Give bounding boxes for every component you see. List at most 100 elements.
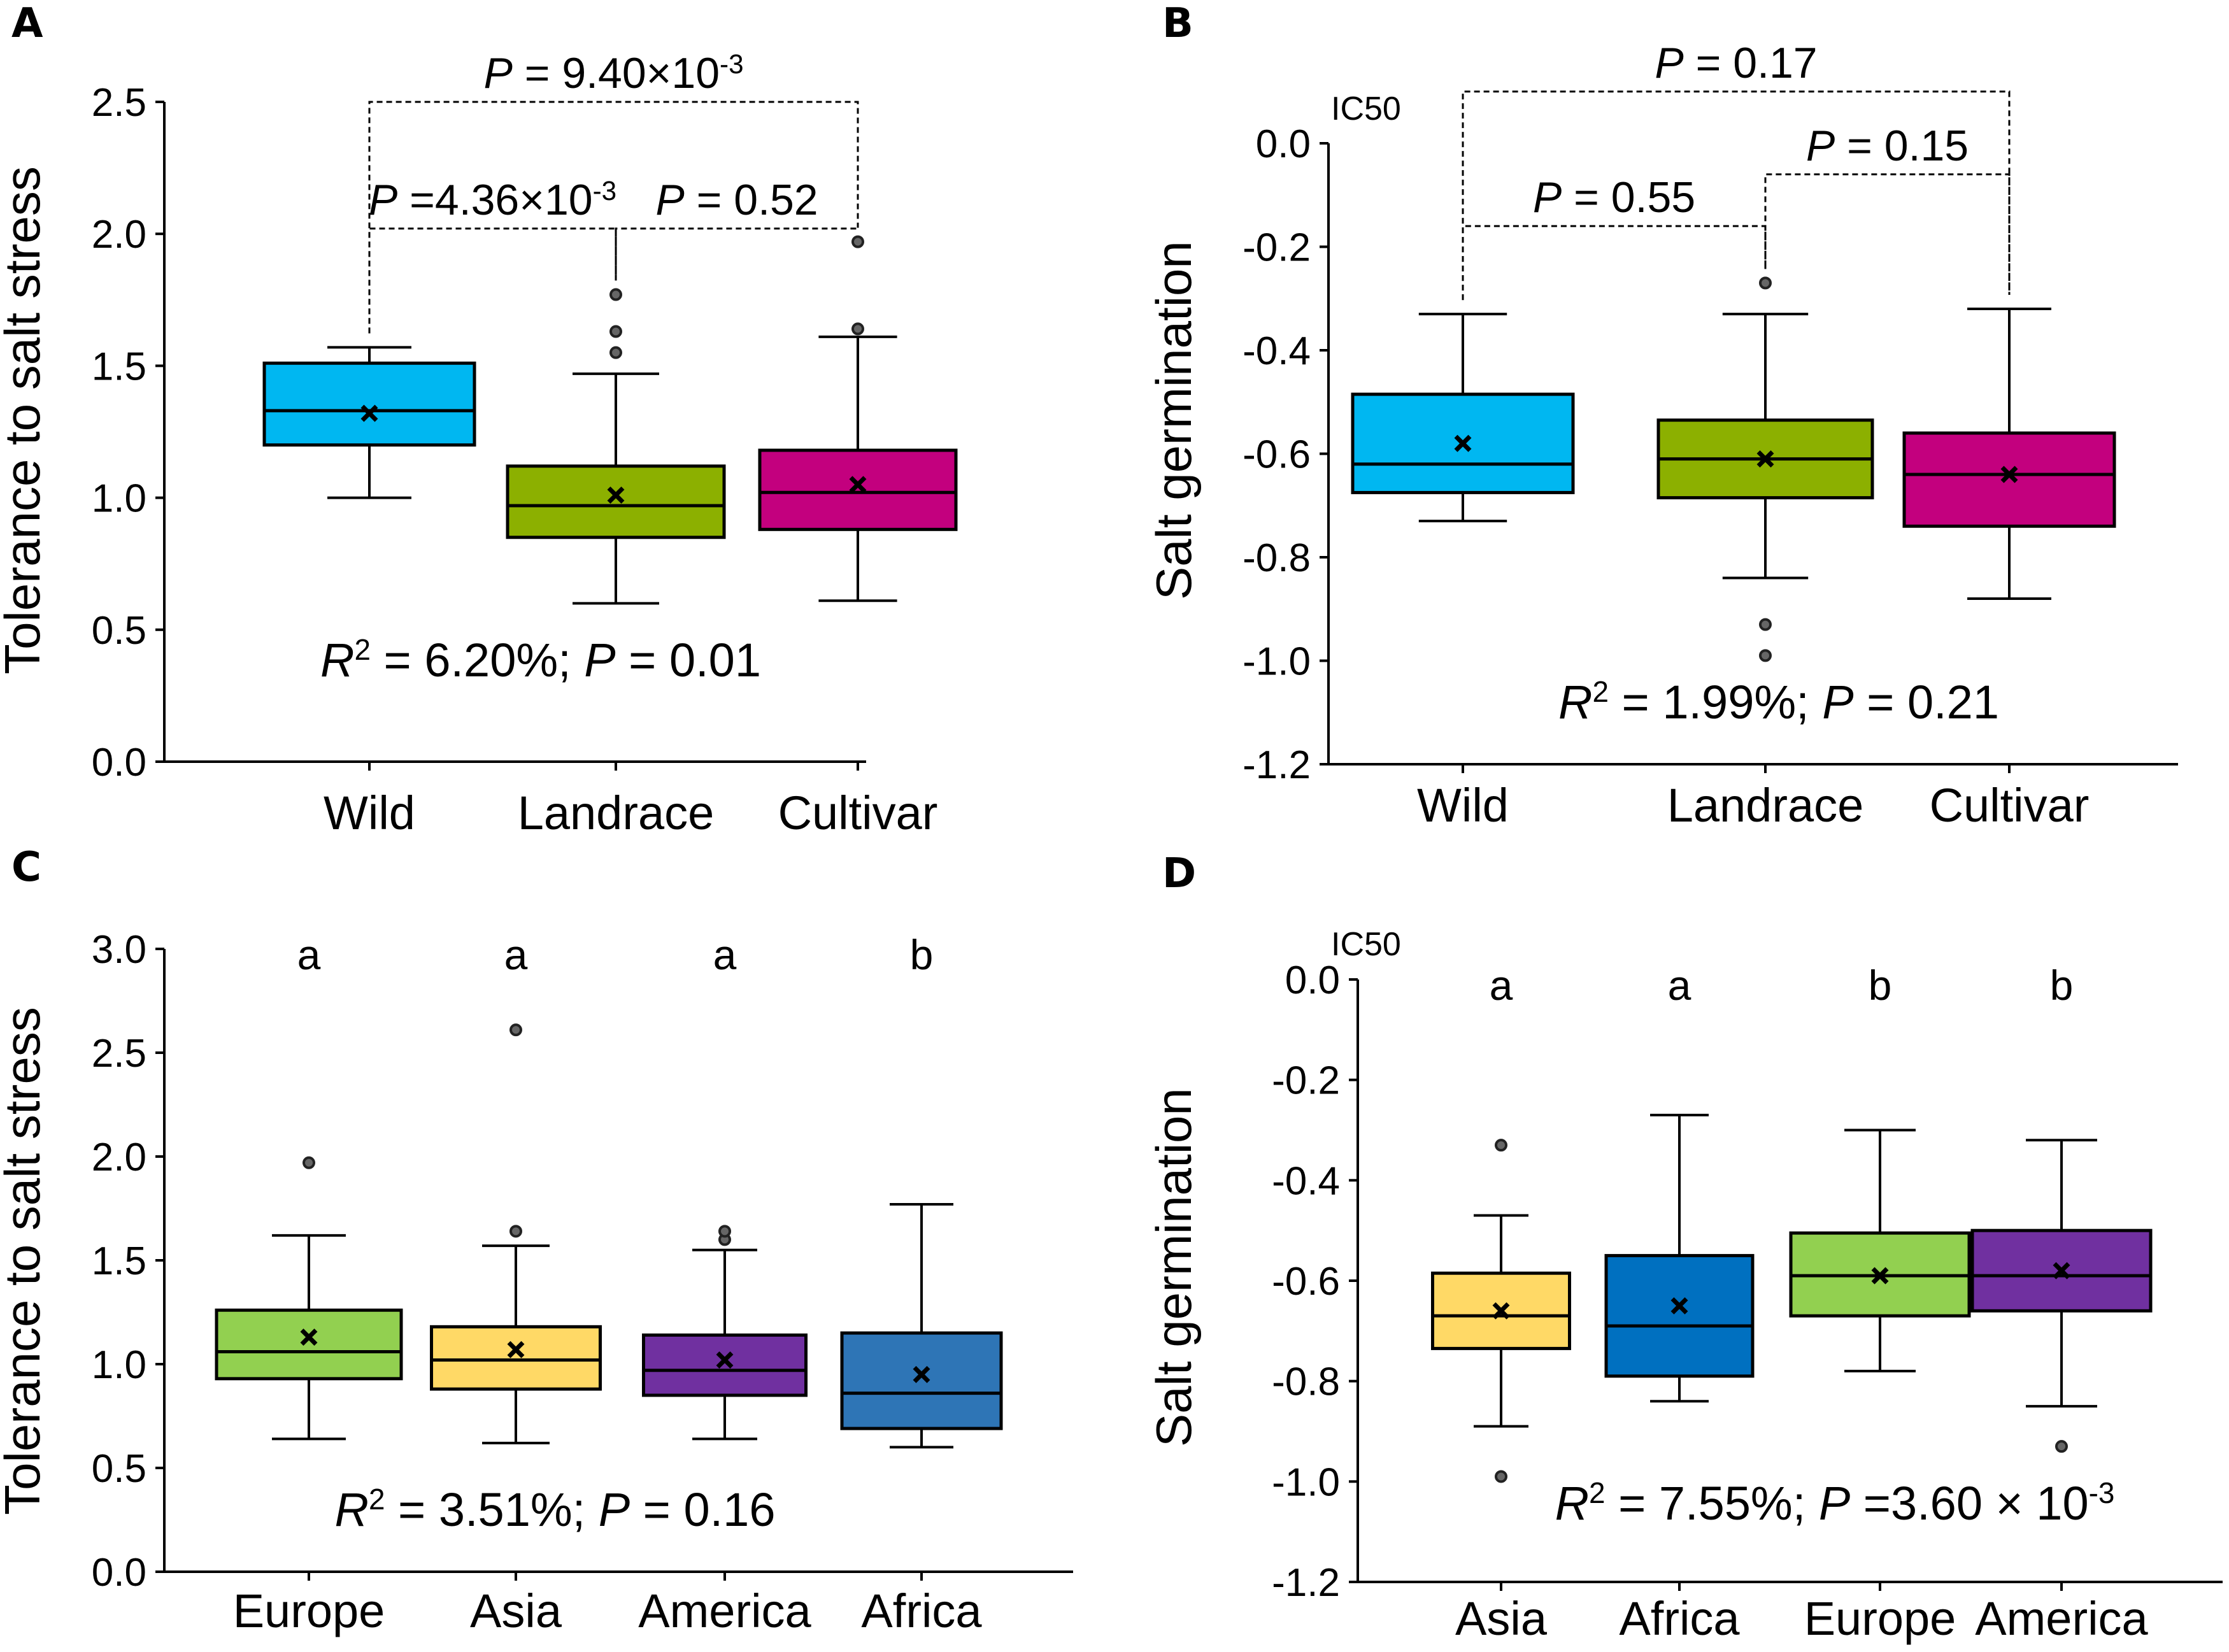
y-tick-label: -0.8 <box>1272 1360 1340 1404</box>
outlier-point <box>1495 1470 1507 1483</box>
label-part: = 0.01 <box>616 634 761 687</box>
y-tick-label: 2.5 <box>92 81 146 125</box>
x-category-label: Cultivar <box>1930 779 2090 832</box>
box-wild <box>262 346 476 499</box>
comparison-label: P = 0.52 <box>655 176 818 224</box>
x-category-label: Africa <box>1619 1592 1740 1645</box>
mean-marker <box>2000 466 2018 483</box>
label-part: P <box>1819 1477 1850 1530</box>
group-letter: a <box>1668 962 1691 1009</box>
group-letter: b <box>910 931 934 978</box>
y-tick-label: -0.6 <box>1243 433 1311 477</box>
comparison-bracket <box>1764 173 2011 295</box>
group-letter: a <box>713 931 737 978</box>
panel-label: B <box>1162 0 1193 47</box>
group-letter: a <box>504 931 528 978</box>
x-category-label: Cultivar <box>778 787 938 839</box>
label-part: = 0.16 <box>630 1483 775 1536</box>
iqr-box <box>1902 431 2116 528</box>
label-part: R <box>320 634 354 687</box>
x-category-label: Africa <box>861 1584 982 1637</box>
mean-marker <box>607 486 625 504</box>
box-africa <box>840 1202 1003 1449</box>
label-part: = 0.15 <box>1835 122 1969 170</box>
mean-marker <box>913 1365 930 1383</box>
unit-label: IC50 <box>1331 926 1401 963</box>
label-part: -3 <box>593 175 616 205</box>
y-tick-label: 0.5 <box>92 609 146 653</box>
iqr-box <box>840 1331 1003 1430</box>
mean-marker <box>1454 434 1472 452</box>
outlier-point <box>851 235 864 248</box>
stat-annotation: R2 = 6.20%; P = 0.01 <box>320 633 761 687</box>
comparison-bracket <box>368 227 617 334</box>
mean-marker <box>2053 1262 2070 1279</box>
y-tick-label: 1.0 <box>92 1343 146 1387</box>
label-part: P <box>1806 122 1835 170</box>
y-tick-label: 2.5 <box>92 1032 146 1076</box>
iqr-box <box>430 1325 602 1391</box>
outlier-point <box>609 288 622 301</box>
y-tick-label: 1.5 <box>92 1239 146 1283</box>
box-asia <box>430 1023 602 1444</box>
label-part: R <box>335 1483 369 1536</box>
y-tick-label: 0.0 <box>92 741 146 785</box>
box-america <box>642 1225 808 1441</box>
y-tick-label: -0.4 <box>1272 1159 1340 1203</box>
stat-annotation: R2 = 3.51%; P = 0.16 <box>335 1483 776 1536</box>
stat-annotation: R2 = 1.99%; P = 0.21 <box>1558 675 1999 729</box>
y-tick-label: 0.0 <box>1256 122 1311 166</box>
mean-marker <box>1670 1297 1688 1314</box>
panel-c: C 0.0 0.5 1.0 1.5 2.0 2.5 3.0 Tolerance to salt … <box>0 844 1073 1637</box>
outlier-point <box>509 1023 522 1037</box>
mean-marker <box>1492 1302 1510 1320</box>
y-tick-label: -0.8 <box>1243 536 1311 580</box>
outlier-point <box>2055 1440 2068 1453</box>
iqr-box <box>506 464 726 539</box>
outlier-point <box>1759 276 1772 290</box>
y-tick-label: 0.0 <box>92 1551 146 1595</box>
mean-marker <box>849 476 867 494</box>
x-category-label: Wild <box>324 787 415 839</box>
outlier-point <box>303 1156 315 1169</box>
label-part: =3.60 × 10 <box>1850 1477 2088 1530</box>
y-tick-label: 2.0 <box>92 1136 146 1179</box>
label-part: 2 <box>369 1483 385 1516</box>
mean-marker <box>507 1341 525 1358</box>
y-tick-label: -1.2 <box>1243 743 1311 787</box>
label-part: = 1.99%; <box>1609 676 1822 729</box>
label-part: P <box>1533 173 1562 222</box>
label-part: = 0.17 <box>1684 39 1818 87</box>
outlier-point <box>1759 618 1772 631</box>
label-part: P <box>599 1483 630 1536</box>
y-tick-label: 2.0 <box>92 213 146 257</box>
box-wild <box>1351 313 1575 523</box>
panel-label: C <box>11 844 41 891</box>
label-part: = 6.20%; <box>371 634 584 687</box>
mean-marker <box>716 1351 734 1369</box>
iqr-box <box>758 448 958 531</box>
y-tick-label: 0.0 <box>1285 958 1340 1002</box>
group-letter: a <box>1490 962 1513 1009</box>
group-letter: a <box>297 931 321 978</box>
unit-label: IC50 <box>1331 90 1401 127</box>
comparison-bracket <box>615 227 859 281</box>
label-part: 2 <box>354 633 371 666</box>
x-category-label: Landrace <box>518 787 715 839</box>
label-part: 2 <box>1589 1476 1606 1509</box>
group-letter: b <box>2050 962 2074 1009</box>
iqr-box <box>1604 1254 1755 1378</box>
box-america <box>1970 1139 2153 1453</box>
label-part: = 3.51%; <box>385 1483 598 1536</box>
label-part: P <box>1822 676 1853 729</box>
panel-b: B 0.0 -0.2 -0.4 -0.6 -0.8 -1.0 -1.2 Salt germina… <box>1146 0 2178 832</box>
panel-label: D <box>1162 850 1196 897</box>
x-category-label: Asia <box>470 1584 562 1637</box>
iqr-box <box>215 1308 403 1381</box>
outlier-point <box>609 346 622 359</box>
label-part: = 9.40×10 <box>513 49 720 97</box>
box-cultivar <box>1902 308 2116 600</box>
y-tick-label: -1.2 <box>1272 1561 1340 1605</box>
outlier-point <box>609 325 622 338</box>
outlier-point <box>718 1225 731 1238</box>
